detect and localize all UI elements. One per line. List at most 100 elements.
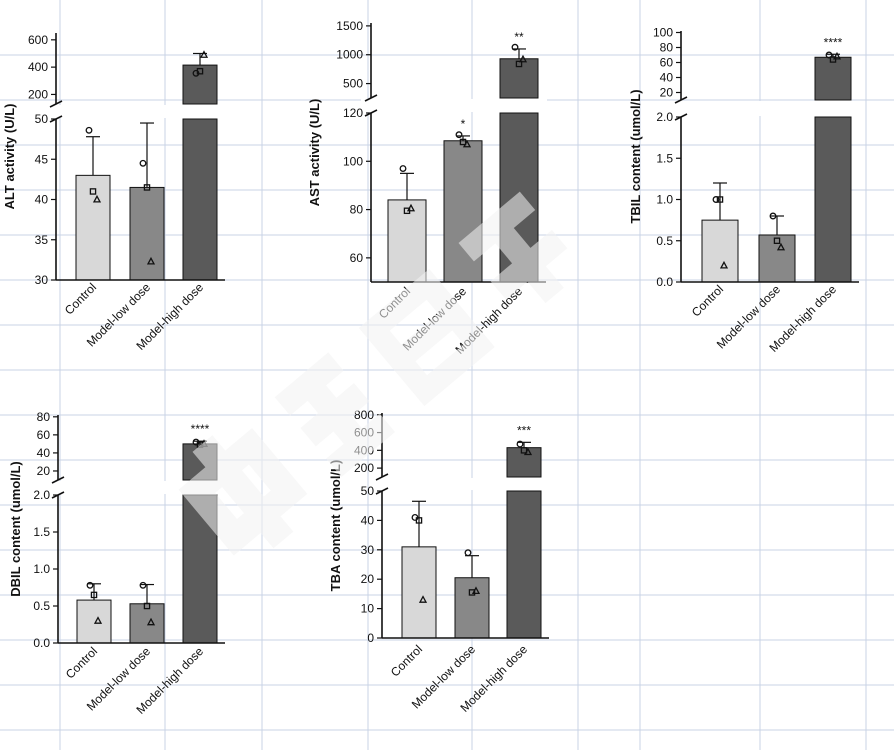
tick-label: 2.0 [656, 110, 673, 124]
data-point [712, 196, 720, 203]
tick-label: 20 [37, 464, 51, 478]
tick-label: 50 [35, 112, 49, 126]
significance-label: * [461, 117, 466, 131]
y-axis-label: AST activity (U/L) [307, 99, 322, 207]
tick-label: 60 [660, 56, 674, 70]
tick-label: 50 [361, 484, 375, 498]
tick-label: 200 [354, 461, 374, 475]
data-point [518, 54, 528, 63]
significance-label: **** [824, 35, 843, 49]
tick-label: 400 [28, 60, 48, 74]
axis-break-mark [49, 100, 63, 108]
axis-break-gap [372, 478, 548, 490]
bar [814, 56, 852, 101]
tick-label: 20 [361, 572, 375, 586]
data-point [825, 51, 833, 59]
y-axis-label: ALT activity (U/L) [2, 104, 17, 210]
tick-label: 1.0 [33, 562, 50, 576]
data-point [832, 51, 842, 60]
data-point [468, 589, 476, 596]
data-point [89, 188, 97, 195]
bar [454, 577, 490, 639]
data-point [146, 617, 156, 626]
bar [401, 546, 437, 639]
y-axis-label: TBIL content (umol/L) [628, 89, 643, 223]
data-point [719, 260, 729, 269]
data-point [515, 60, 523, 68]
data-point [143, 184, 151, 191]
data-point [93, 616, 103, 624]
y-axis-label: DBIL content (umol/L) [8, 461, 23, 597]
bar [182, 118, 218, 281]
data-point [196, 67, 204, 75]
tick-label: 60 [37, 428, 51, 442]
bar [506, 490, 542, 639]
tick-label: 1.5 [656, 151, 673, 165]
tick-label: 40 [361, 513, 375, 527]
tick-label: 600 [28, 33, 48, 47]
tick-label: 120 [343, 106, 363, 120]
category-label: Control [388, 642, 425, 679]
bar [506, 447, 542, 478]
tick-label: 60 [350, 251, 364, 265]
tick-label: 80 [350, 203, 364, 217]
axis-break-mark [674, 96, 688, 104]
tick-label: 0.5 [33, 599, 50, 613]
tick-label: 20 [660, 86, 674, 100]
data-point [776, 242, 786, 251]
tick-label: 35 [35, 233, 49, 247]
data-point [146, 256, 156, 265]
bar [129, 603, 165, 644]
tick-label: 10 [361, 602, 375, 616]
data-point [406, 203, 416, 212]
tick-label: 2.0 [33, 488, 50, 502]
data-point [85, 126, 93, 134]
data-point [455, 131, 463, 139]
data-point [716, 196, 724, 203]
data-point [415, 517, 423, 524]
axis-break-gap [671, 101, 859, 116]
data-point [92, 194, 102, 203]
tick-label: 1.0 [656, 193, 673, 207]
data-point [516, 440, 524, 448]
tick-label: 100 [343, 154, 363, 168]
significance-label: *** [517, 423, 531, 437]
tick-label: 40 [37, 446, 51, 460]
tick-label: 500 [343, 77, 363, 91]
axis-break-gap [46, 105, 224, 118]
data-point [523, 447, 533, 456]
data-point [418, 595, 428, 603]
tick-label: 0.0 [33, 636, 50, 650]
tick-label: 800 [354, 408, 374, 422]
bar [814, 116, 852, 283]
data-point [459, 138, 467, 146]
bar [182, 64, 218, 105]
tick-label: 40 [35, 193, 49, 207]
data-point [399, 165, 407, 172]
data-point [86, 581, 94, 589]
data-point [462, 139, 472, 148]
data-point [199, 50, 209, 58]
tick-label: 1.5 [33, 525, 50, 539]
tick-label: 40 [660, 71, 674, 85]
axis-break-mark [51, 476, 65, 484]
tick-label: 1500 [336, 19, 363, 33]
tick-label: 400 [354, 443, 374, 457]
data-point [471, 586, 481, 595]
tick-label: 1000 [336, 48, 363, 62]
data-point [90, 591, 98, 599]
tick-label: 0.0 [656, 275, 673, 289]
tick-label: 200 [28, 87, 48, 101]
data-point [464, 549, 472, 557]
tick-label: 0 [367, 631, 374, 645]
tick-label: 600 [354, 426, 374, 440]
data-point [511, 43, 519, 51]
axis-break-gap [361, 99, 547, 112]
data-point [143, 602, 151, 610]
significance-label: ** [514, 30, 524, 44]
tick-label: 80 [660, 41, 674, 55]
y-axis-label: TBA content (umol/L) [328, 460, 343, 592]
data-point [773, 237, 781, 244]
